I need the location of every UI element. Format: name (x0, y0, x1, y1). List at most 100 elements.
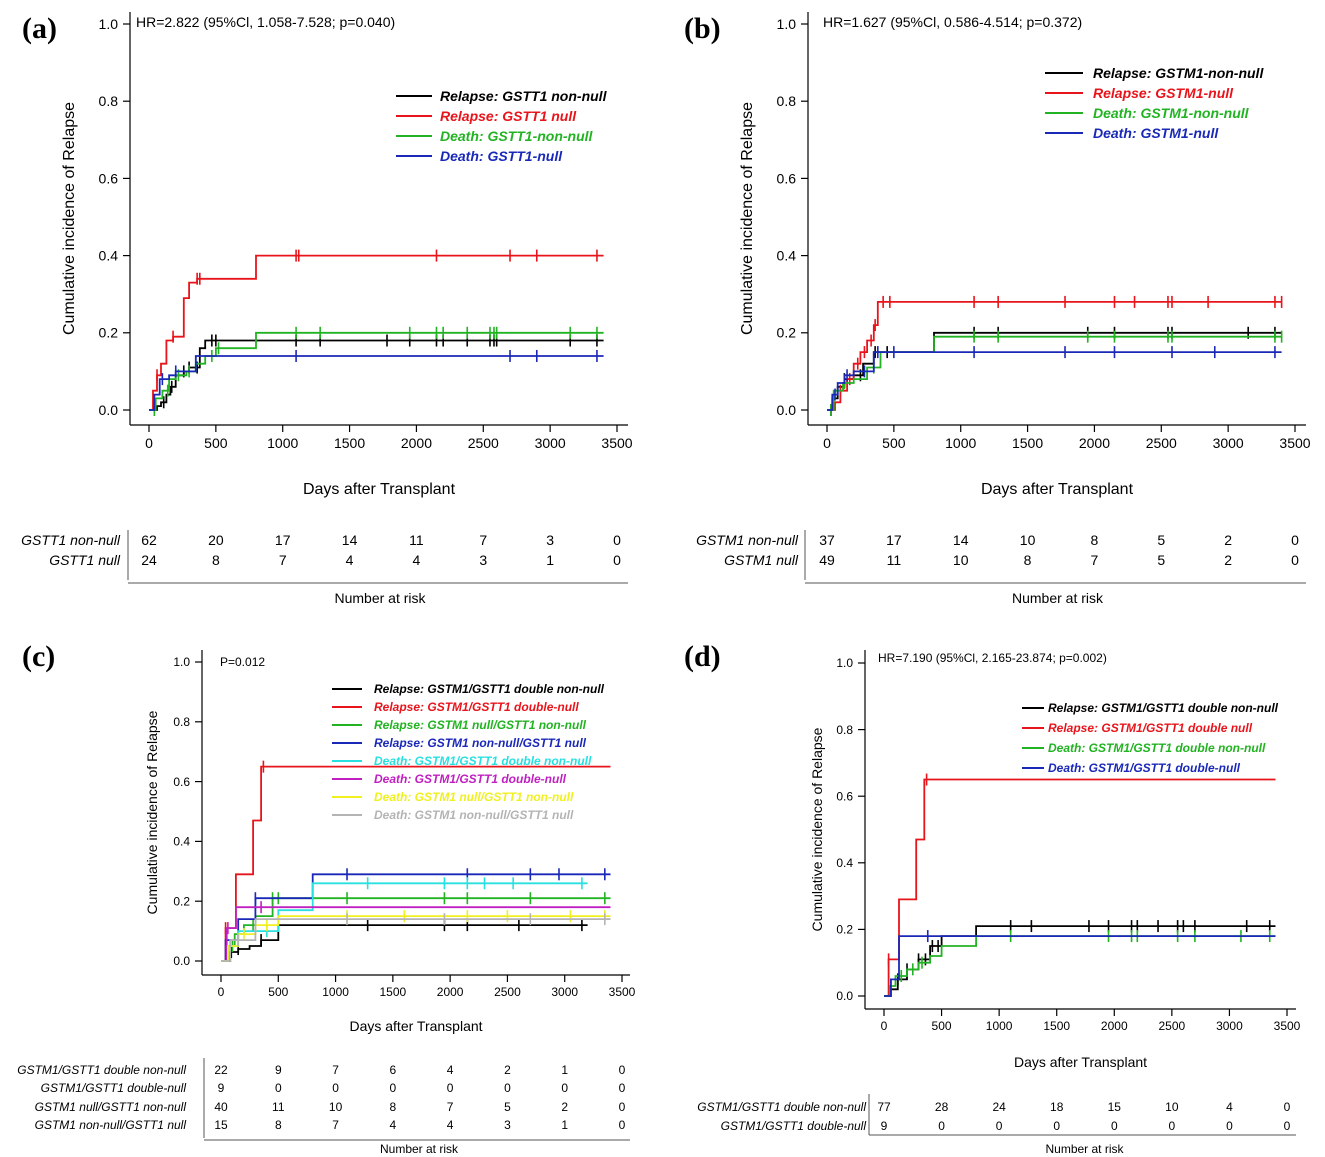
risk-value: 0 (1226, 1119, 1233, 1133)
legend-entry: Death: GSTM1 non-null/GSTT1 null (374, 808, 574, 822)
x-tick-label: 3500 (609, 985, 636, 999)
risk-value: 0 (561, 1081, 568, 1095)
x-tick-label: 1000 (322, 985, 349, 999)
legend-entry: Relapse: GSTM1-non-null (1093, 65, 1264, 81)
x-tick-label: 3500 (601, 435, 632, 451)
risk-value: 8 (275, 1118, 282, 1132)
x-tick-label: 0 (823, 435, 831, 451)
risk-value: 1 (546, 552, 554, 568)
x-tick-label: 1500 (1043, 1019, 1070, 1033)
risk-row-label: GSTM1 non-null (696, 532, 799, 548)
risk-value: 3 (504, 1118, 511, 1132)
risk-value: 0 (996, 1119, 1003, 1133)
legend-entry: Death: GSTM1/GSTT1 double non-null (1048, 741, 1266, 755)
risk-table-title: Number at risk (380, 1142, 459, 1156)
legend-entry: Death: GSTM1/GSTT1 double non-null (374, 754, 592, 768)
y-axis-label: Cumulative incidence of Relapse (739, 102, 756, 335)
risk-value: 10 (1020, 532, 1036, 548)
risk-value: 0 (613, 532, 621, 548)
stat-annotation: HR=2.822 (95%Cl, 1.058-7.528; p=0.040) (136, 14, 395, 30)
risk-value: 5 (1157, 532, 1165, 548)
stat-annotation: HR=1.627 (95%Cl, 0.586-4.514; p=0.372) (823, 14, 1082, 30)
risk-value: 9 (218, 1081, 225, 1095)
y-axis-label: Cumulative incidence of Relapse (61, 102, 78, 335)
risk-value: 7 (1091, 552, 1099, 568)
risk-value: 28 (935, 1100, 949, 1114)
panel-label: (c) (22, 640, 55, 673)
risk-value: 8 (1091, 532, 1099, 548)
risk-row-label: GSTM1/GSTT1 double-null (721, 1119, 867, 1133)
series-line-4 (221, 873, 611, 962)
risk-value: 11 (409, 532, 424, 548)
risk-value: 2 (561, 1100, 568, 1114)
risk-value: 11 (887, 552, 902, 568)
risk-value: 0 (447, 1081, 454, 1095)
legend-entry: Death: GSTM1-non-null (1093, 105, 1250, 121)
x-tick-label: 1000 (267, 435, 298, 451)
x-tick-label: 0 (145, 435, 153, 451)
risk-value: 0 (275, 1081, 282, 1095)
y-tick-label: 0.8 (173, 715, 190, 729)
x-tick-label: 3500 (1274, 1019, 1301, 1033)
x-tick-label: 500 (882, 435, 906, 451)
risk-value: 37 (819, 532, 835, 548)
risk-value: 1 (561, 1063, 568, 1077)
series-line-3 (884, 935, 1276, 997)
legend-entry: Relapse: GSTM1 null/GSTT1 non-null (374, 718, 587, 732)
legend-entry: Relapse: GSTT1 non-null (440, 88, 608, 104)
risk-value: 4 (346, 552, 354, 568)
y-tick-label: 0.4 (99, 248, 119, 264)
x-tick-label: 3000 (551, 985, 578, 999)
y-tick-label: 0.2 (777, 325, 797, 341)
legend-entry: Death: GSTT1-non-null (440, 128, 594, 144)
y-tick-label: 0.4 (836, 856, 853, 870)
panel-2: (b)0.00.20.40.60.81.00 500 1000 1500 2000 250… (684, 12, 1311, 606)
risk-value: 0 (1291, 552, 1299, 568)
risk-value: 14 (342, 532, 358, 548)
risk-value: 14 (953, 532, 969, 548)
series-line-1 (827, 331, 1282, 411)
x-tick-label: 2000 (401, 435, 432, 451)
y-tick-label: 1.0 (777, 16, 797, 32)
risk-value: 0 (1284, 1100, 1291, 1114)
series-line-4 (827, 351, 1282, 411)
risk-row-label: GSTM1 null (724, 552, 799, 568)
x-tick-label: 3000 (535, 435, 566, 451)
legend-entry: Relapse: GSTM1/GSTT1 double non-null (374, 682, 605, 696)
legend-entry: Death: GSTM1 null/GSTT1 non-null (374, 790, 574, 804)
y-tick-label: 0.8 (777, 93, 797, 109)
risk-table-title: Number at risk (1012, 590, 1104, 606)
x-tick-label: 2500 (494, 985, 521, 999)
risk-value: 18 (1050, 1100, 1064, 1114)
risk-row-label: GSTT1 null (49, 552, 121, 568)
risk-value: 4 (413, 552, 421, 568)
risk-value: 17 (275, 532, 291, 548)
risk-value: 0 (619, 1100, 626, 1114)
y-tick-label: 0.8 (99, 93, 119, 109)
risk-value: 8 (212, 552, 220, 568)
legend-entry: Relapse: GSTM1/GSTT1 double-null (374, 700, 579, 714)
x-tick-label: 2500 (1159, 1019, 1186, 1033)
y-tick-label: 0.4 (173, 835, 190, 849)
stat-annotation: P=0.012 (220, 655, 265, 669)
x-axis-label: Days after Transplant (1014, 1054, 1147, 1070)
risk-value: 17 (886, 532, 902, 548)
x-axis-label: Days after Transplant (981, 481, 1134, 498)
risk-value: 4 (447, 1063, 454, 1077)
series-line-2 (827, 301, 1282, 411)
series-line-8 (221, 918, 611, 962)
x-tick-label: 500 (268, 985, 288, 999)
legend-entry: Death: GSTT1-null (440, 148, 563, 164)
x-tick-label: 1000 (986, 1019, 1013, 1033)
y-tick-label: 1.0 (836, 656, 853, 670)
risk-value: 0 (619, 1081, 626, 1095)
risk-value: 0 (1291, 532, 1299, 548)
x-tick-label: 3000 (1213, 435, 1244, 451)
risk-value: 2 (1224, 532, 1232, 548)
x-tick-label: 1500 (1012, 435, 1043, 451)
panel-label: (a) (22, 12, 57, 45)
y-tick-label: 0.4 (777, 248, 797, 264)
legend-entry: Relapse: GSTT1 null (440, 108, 577, 124)
series-line-3 (827, 335, 1282, 411)
risk-value: 7 (447, 1100, 454, 1114)
